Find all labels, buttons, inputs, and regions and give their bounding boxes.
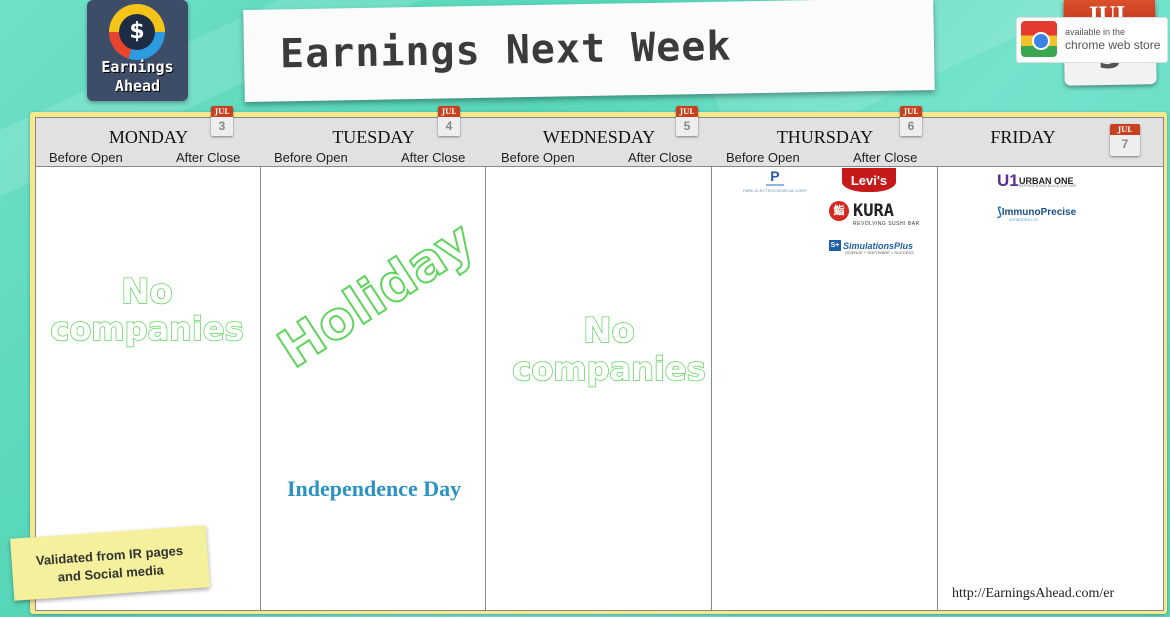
page-title: Earnings Next Week	[279, 23, 732, 78]
after-close-label: After Close	[853, 150, 918, 165]
day-name: THURSDAY	[776, 127, 874, 147]
after-close-label: After Close	[401, 150, 466, 165]
title-banner: Earnings Next Week JUL 3	[243, 0, 1157, 103]
before-open-label: Before Open	[726, 150, 800, 165]
earnings-board: MONDAY Before Open After Close JUL 3 TUE…	[30, 106, 1167, 614]
mini-calendar-icon: JUL 4	[438, 106, 460, 136]
company-subtitle: SCIENCE + SOFTWARE = SUCCESS	[845, 250, 914, 255]
mini-calendar-icon: JUL 5	[676, 106, 698, 136]
day-header-monday: MONDAY Before Open After Close JUL 3	[36, 106, 261, 166]
chrome-store-icon	[1021, 21, 1057, 57]
mini-calendar-month: JUL	[438, 106, 460, 117]
wednesday-companies-label: companies	[512, 349, 707, 389]
monday-no-label: No	[120, 271, 173, 313]
day-name: FRIDAY	[990, 127, 1056, 147]
holiday-name: Independence Day	[287, 476, 462, 501]
mini-calendar-month: JUL	[211, 106, 233, 117]
dollar-icon: $	[119, 14, 155, 50]
company-subtitle: REPRESENTING BLACK CULTURE	[1019, 184, 1077, 188]
mini-calendar-icon: JUL 7	[1110, 124, 1140, 156]
logo-text-line2: Ahead	[114, 77, 161, 95]
logo-ring-icon: $	[109, 4, 165, 60]
urban-one-logo-icon: U1	[997, 171, 1019, 190]
mini-calendar-month: JUL	[900, 106, 922, 117]
mini-calendar-day: 6	[907, 119, 915, 133]
company-subtitle: REVOLVING SUSHI BAR	[853, 221, 920, 227]
company-logo-simulationsplus[interactable]: S+ SimulationsPlus SCIENCE + SOFTWARE = …	[829, 240, 914, 255]
day-column-wednesday	[486, 167, 712, 610]
company-logo-kura[interactable]: 鮨 KURA REVOLVING SUSHI BAR	[829, 201, 919, 227]
mini-calendar-month: JUL	[1110, 124, 1140, 135]
mini-calendar-icon: JUL 6	[900, 106, 922, 136]
mini-calendar-month: JUL	[676, 106, 698, 117]
site-url-link[interactable]: http://EarningsAhead.com/er	[952, 586, 1115, 601]
mini-calendar-day: 5	[683, 119, 691, 133]
company-name: ImmunoPrecise	[1001, 206, 1077, 218]
day-header-wednesday: WEDNESDAY Before Open After Close JUL 5	[486, 106, 712, 166]
mini-calendar-icon: JUL 3	[211, 106, 233, 136]
before-open-label: Before Open	[49, 150, 123, 165]
mini-calendar-day: 7	[1121, 137, 1129, 151]
company-logo-urban-one[interactable]: U1 URBAN ONE REPRESENTING BLACK CULTURE	[997, 171, 1077, 190]
board-inner: MONDAY Before Open After Close JUL 3 TUE…	[35, 106, 1164, 611]
before-open-label: Before Open	[274, 150, 348, 165]
levis-logo-icon[interactable]: Levi's	[842, 168, 896, 192]
chrome-badge-line1: available in the	[1065, 27, 1126, 37]
app-logo[interactable]: $ Earnings Ahead	[87, 0, 188, 101]
immunoprecise-logo-icon: ⟆	[997, 205, 1002, 219]
company-logo-immunoprecise[interactable]: ⟆ ImmunoPrecise ANTIBODIES LTD.	[997, 205, 1077, 222]
company-logo-park[interactable]: P PARK ELECTROCHEMICAL CORP	[743, 168, 807, 193]
day-header-friday: FRIDAY JUL 7	[938, 118, 1163, 166]
day-column-monday	[36, 167, 261, 610]
kura-logo-icon: 鮨	[829, 201, 849, 221]
after-close-label: After Close	[176, 150, 241, 165]
wednesday-no-label: No	[582, 310, 635, 352]
day-name: TUESDAY	[332, 127, 415, 147]
monday-companies-label: companies	[50, 309, 245, 349]
company-name: URBAN ONE	[1019, 176, 1074, 186]
company-name: KURA	[853, 201, 894, 221]
logo-text-line1: Earnings	[101, 58, 174, 76]
day-header-thursday: THURSDAY Before Open After Close JUL 6	[712, 106, 938, 166]
chrome-web-store-badge[interactable]: available in the chrome web store	[1016, 17, 1168, 63]
after-close-label: After Close	[628, 150, 693, 165]
day-name: WEDNESDAY	[542, 127, 656, 147]
day-name: MONDAY	[108, 127, 189, 147]
company-subtitle: PARK ELECTROCHEMICAL CORP	[743, 188, 807, 193]
company-subtitle: ANTIBODIES LTD.	[1009, 218, 1039, 222]
p-logo-icon: P	[765, 168, 784, 186]
day-header-tuesday: TUESDAY Before Open After Close JUL 4	[261, 106, 486, 166]
weekday-header-row: MONDAY Before Open After Close JUL 3 TUE…	[36, 106, 1163, 167]
mini-calendar-day: 3	[218, 119, 226, 133]
before-open-label: Before Open	[501, 150, 575, 165]
simulationsplus-logo-icon: S+	[829, 240, 841, 251]
day-column-friday	[938, 167, 1163, 610]
company-name: SimulationsPlus	[843, 240, 914, 251]
day-column-thursday	[712, 167, 938, 610]
day-column-tuesday	[261, 167, 486, 610]
mini-calendar-day: 4	[445, 119, 453, 133]
chrome-badge-line2: chrome web store	[1065, 38, 1161, 52]
